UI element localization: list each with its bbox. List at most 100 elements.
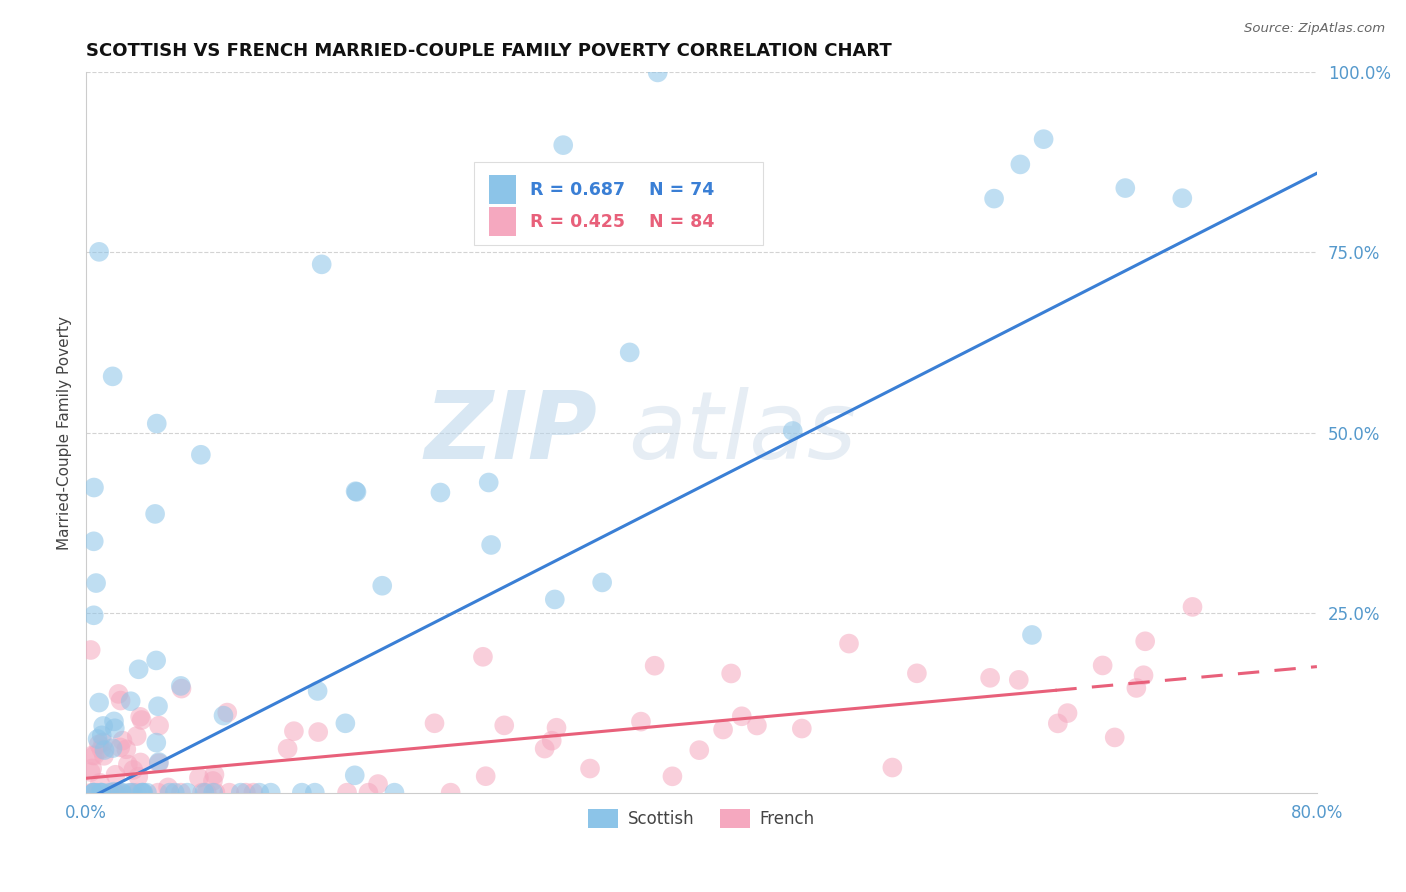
Point [87,737,110,751]
Point [93,743,115,757]
Point [983,192,1005,206]
Point [170,681,193,696]
Point [782,424,804,438]
Point [91,719,114,733]
Point [217,706,239,720]
Point [688,743,710,757]
Point [190,448,212,462]
Point [90,742,112,756]
Point [711,723,734,737]
Point [212,708,235,723]
Point [731,709,754,723]
Point [471,649,494,664]
Point [111,733,134,747]
Point [384,786,406,800]
Point [335,716,357,731]
Point [136,786,159,800]
Point [131,713,153,727]
Point [1104,731,1126,745]
Point [283,724,305,739]
Point [131,786,153,800]
Point [82,761,104,775]
Point [979,671,1001,685]
Point [157,780,180,795]
Point [100,786,122,800]
Point [905,666,928,681]
Point [1032,132,1054,146]
Point [83,534,105,549]
Point [291,786,314,800]
Text: R = 0.687    N = 74: R = 0.687 N = 74 [530,181,714,199]
Point [118,786,141,800]
Point [86,731,108,746]
Point [204,767,226,781]
Point [101,741,124,756]
Point [145,736,167,750]
Point [193,786,215,800]
Point [129,756,152,770]
Point [307,684,329,698]
Point [1133,634,1156,648]
Point [83,608,105,623]
Point [544,592,567,607]
Point [1171,191,1194,205]
Point [122,763,145,777]
Point [148,718,170,732]
Point [1132,668,1154,682]
Point [371,579,394,593]
Point [148,756,170,771]
Point [546,721,568,735]
Point [277,741,299,756]
Point [201,774,224,789]
Point [307,725,329,739]
Point [90,728,112,742]
Point [117,757,139,772]
Point [146,699,169,714]
Point [247,786,270,800]
Point [125,786,148,800]
Point [103,786,125,800]
Point [104,768,127,782]
Point [146,786,169,800]
Point [90,786,112,800]
Point [790,722,813,736]
Point [122,786,145,800]
Point [110,786,132,800]
Point [720,666,742,681]
Point [129,710,152,724]
Point [533,741,555,756]
Point [110,693,132,707]
Point [644,658,666,673]
Text: atlas: atlas [627,387,856,478]
Point [311,257,333,271]
Point [131,786,153,800]
Point [107,687,129,701]
Point [661,769,683,783]
Point [1091,658,1114,673]
Point [553,138,575,153]
Point [619,345,641,359]
Point [148,755,170,769]
Point [1046,716,1069,731]
Point [1125,681,1147,695]
Point [170,679,193,693]
Point [80,765,103,780]
Point [128,662,150,676]
Point [346,484,368,499]
Point [132,786,155,800]
Point [343,768,366,782]
Point [494,718,516,732]
Point [105,786,128,800]
Point [591,575,613,590]
Point [104,721,127,735]
Point [540,733,562,747]
Point [90,786,112,800]
Point [176,786,198,800]
Point [579,762,602,776]
Point [357,786,380,800]
Point [479,538,502,552]
Point [107,785,129,799]
Point [647,65,669,79]
Point [145,653,167,667]
Point [89,776,111,790]
